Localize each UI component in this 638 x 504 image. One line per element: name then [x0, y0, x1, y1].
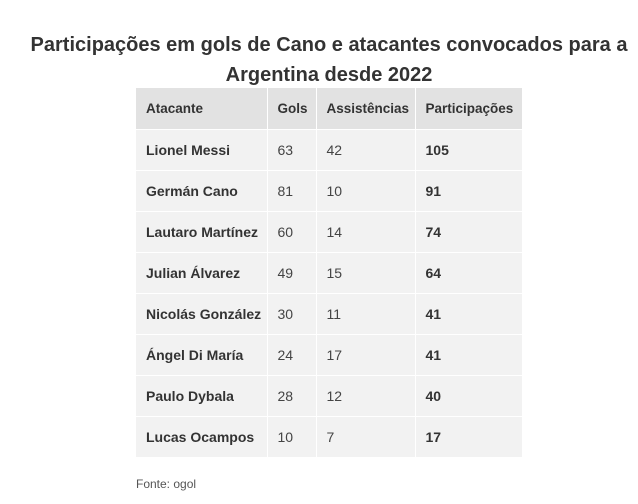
- assists-cell: 11: [316, 293, 416, 335]
- table-row: Lionel Messi 63 42 105: [136, 129, 523, 171]
- participations-cell: 105: [415, 129, 523, 171]
- stats-table-container: Atacante Gols Assistências Participações…: [136, 88, 523, 458]
- player-name: Lionel Messi: [136, 129, 268, 171]
- participations-cell: 41: [415, 334, 523, 376]
- header-atacante: Atacante: [136, 88, 268, 130]
- stats-table: Atacante Gols Assistências Participações…: [136, 88, 523, 458]
- assists-cell: 7: [316, 416, 416, 458]
- player-name: Nicolás González: [136, 293, 268, 335]
- player-name: Lucas Ocampos: [136, 416, 268, 458]
- participations-cell: 17: [415, 416, 523, 458]
- goals-cell: 28: [267, 375, 317, 417]
- goals-cell: 30: [267, 293, 317, 335]
- table-row: Germán Cano 81 10 91: [136, 170, 523, 212]
- goals-cell: 10: [267, 416, 317, 458]
- assists-cell: 10: [316, 170, 416, 212]
- participations-cell: 41: [415, 293, 523, 335]
- goals-cell: 63: [267, 129, 317, 171]
- header-participacoes: Participações: [415, 88, 523, 130]
- player-name: Ángel Di María: [136, 334, 268, 376]
- header-assistencias: Assistências: [316, 88, 416, 130]
- source-note: Fonte: ogol: [136, 477, 197, 491]
- participations-cell: 91: [415, 170, 523, 212]
- table-row: Lucas Ocampos 10 7 17: [136, 416, 523, 458]
- assists-cell: 14: [316, 211, 416, 253]
- table-row: Paulo Dybala 28 12 40: [136, 375, 523, 417]
- player-name: Germán Cano: [136, 170, 268, 212]
- participations-cell: 40: [415, 375, 523, 417]
- goals-cell: 60: [267, 211, 317, 253]
- table-row: Julian Álvarez 49 15 64: [136, 252, 523, 294]
- table-header-row: Atacante Gols Assistências Participações: [136, 88, 523, 130]
- participations-cell: 74: [415, 211, 523, 253]
- player-name: Lautaro Martínez: [136, 211, 268, 253]
- assists-cell: 12: [316, 375, 416, 417]
- assists-cell: 17: [316, 334, 416, 376]
- goals-cell: 24: [267, 334, 317, 376]
- table-row: Ángel Di María 24 17 41: [136, 334, 523, 376]
- assists-cell: 15: [316, 252, 416, 294]
- goals-cell: 81: [267, 170, 317, 212]
- assists-cell: 42: [316, 129, 416, 171]
- header-gols: Gols: [267, 88, 317, 130]
- table-title: Participações em gols de Cano e atacante…: [30, 34, 628, 86]
- player-name: Paulo Dybala: [136, 375, 268, 417]
- player-name: Julian Álvarez: [136, 252, 268, 294]
- table-row: Nicolás González 30 11 41: [136, 293, 523, 335]
- participations-cell: 64: [415, 252, 523, 294]
- goals-cell: 49: [267, 252, 317, 294]
- table-row: Lautaro Martínez 60 14 74: [136, 211, 523, 253]
